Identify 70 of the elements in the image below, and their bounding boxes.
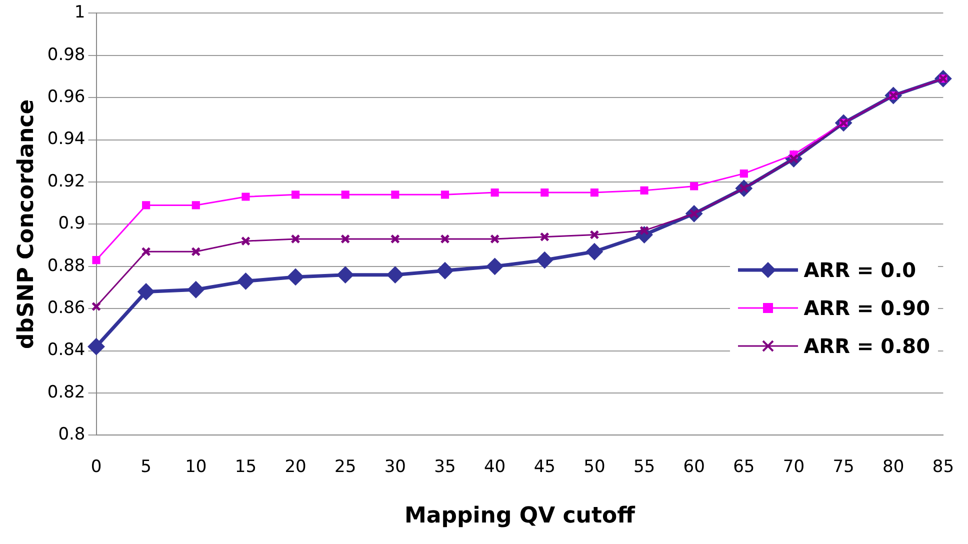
x-tick-label: 35 bbox=[434, 456, 456, 477]
x-tick-label: 60 bbox=[683, 456, 705, 477]
y-tick-label: 0.84 bbox=[47, 340, 86, 360]
point bbox=[590, 230, 600, 240]
point bbox=[386, 266, 404, 284]
point bbox=[341, 190, 350, 199]
point bbox=[141, 246, 151, 256]
x-tick-label: 75 bbox=[832, 456, 854, 477]
point bbox=[192, 201, 200, 210]
point bbox=[390, 234, 400, 244]
x-tick-label: 20 bbox=[284, 456, 306, 477]
point bbox=[486, 258, 504, 275]
x-tick-label: 0 bbox=[90, 456, 102, 477]
y-tick-label: 0.86 bbox=[47, 298, 86, 318]
y-tick-label: 0.9 bbox=[58, 214, 86, 234]
point bbox=[340, 234, 350, 244]
legend-label: ARR = 0.80 bbox=[804, 334, 930, 358]
y-tick-label: 0.92 bbox=[47, 171, 86, 192]
x-tick-label: 30 bbox=[384, 456, 406, 477]
y-tick-label: 0.96 bbox=[47, 87, 86, 108]
y-tick-label: 1 bbox=[74, 2, 86, 23]
point bbox=[191, 246, 201, 256]
point bbox=[91, 302, 102, 312]
x-tick-label: 40 bbox=[484, 456, 506, 477]
point bbox=[291, 190, 300, 199]
point bbox=[138, 283, 155, 300]
point bbox=[586, 243, 603, 260]
x-axis-title: Mapping QV cutoff bbox=[404, 504, 636, 529]
x-tick-label: 5 bbox=[140, 456, 152, 477]
point bbox=[490, 234, 500, 244]
legend-label: ARR = 0.90 bbox=[804, 296, 930, 320]
x-tick-label: 10 bbox=[185, 456, 207, 477]
point bbox=[290, 234, 300, 244]
point bbox=[590, 188, 598, 197]
x-tick-label: 45 bbox=[534, 456, 556, 477]
x-tick-label: 65 bbox=[733, 456, 755, 477]
y-tick-label: 0.88 bbox=[47, 256, 86, 276]
point bbox=[240, 236, 250, 246]
point bbox=[242, 192, 250, 201]
x-tick-label: 80 bbox=[882, 456, 904, 477]
y-axis-title: dbSNP Concordance bbox=[14, 99, 39, 350]
point bbox=[536, 252, 554, 269]
point bbox=[436, 262, 454, 280]
y-tick-label: 0.98 bbox=[47, 44, 86, 65]
point bbox=[237, 272, 254, 290]
y-tick-label: 0.82 bbox=[47, 382, 86, 402]
point bbox=[440, 234, 450, 244]
point bbox=[187, 281, 204, 298]
point bbox=[391, 190, 400, 199]
point bbox=[336, 266, 354, 284]
point bbox=[740, 170, 748, 178]
point bbox=[540, 188, 549, 197]
point bbox=[690, 182, 698, 190]
x-tick-label: 15 bbox=[234, 456, 257, 477]
x-tick-label: 85 bbox=[932, 456, 954, 477]
point bbox=[440, 190, 450, 199]
x-tick-label: 25 bbox=[334, 456, 356, 477]
y-tick-label: 0.94 bbox=[47, 129, 86, 150]
point bbox=[92, 256, 100, 264]
x-tick-label: 70 bbox=[782, 456, 805, 477]
legend-label: ARR = 0.0 bbox=[804, 258, 916, 282]
point bbox=[490, 188, 499, 197]
point bbox=[287, 268, 304, 286]
x-tick-label: 55 bbox=[633, 456, 656, 477]
point bbox=[88, 338, 105, 356]
point bbox=[640, 186, 648, 194]
x-tick-label: 50 bbox=[584, 456, 606, 477]
point bbox=[540, 232, 550, 242]
y-tick-label: 0.8 bbox=[58, 424, 86, 445]
point bbox=[142, 201, 150, 210]
